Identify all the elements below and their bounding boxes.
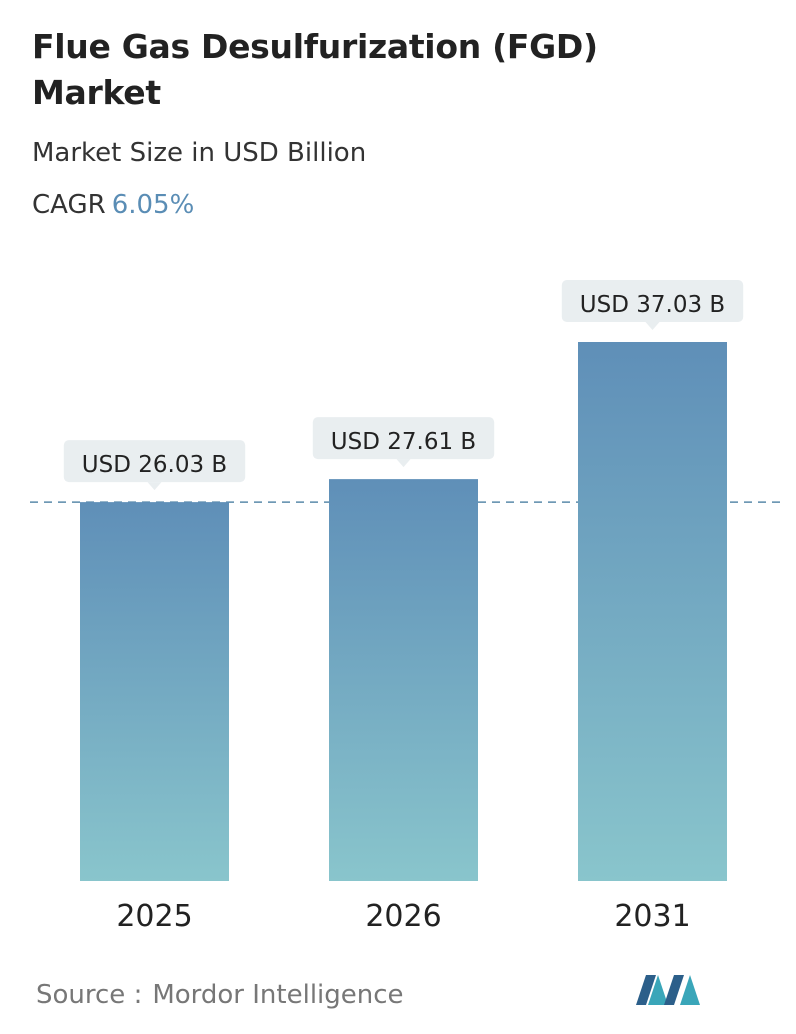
value-label-text: USD 27.61 B xyxy=(331,429,476,455)
value-label: USD 37.03 B xyxy=(561,280,744,330)
source-name: Mordor Intelligence xyxy=(152,980,404,1010)
value-label-box xyxy=(63,440,246,483)
value-label: USD 27.61 B xyxy=(312,417,495,468)
value-label-text: USD 26.03 B xyxy=(82,452,227,478)
value-label-box xyxy=(312,417,495,460)
bar xyxy=(80,502,229,881)
chart-subtitle: Market Size in USD Billion xyxy=(32,138,367,168)
x-tick-label: 2026 xyxy=(365,899,441,934)
value-label-pointer xyxy=(147,482,162,491)
cagr-label: CAGR xyxy=(32,190,106,220)
x-tick-label: 2025 xyxy=(116,899,192,934)
x-tick-label: 2031 xyxy=(614,899,690,934)
chart-title: Flue Gas Desulfurization (FGD) Market xyxy=(32,27,598,112)
value-label-box xyxy=(561,280,744,322)
cagr: CAGR 6.05% xyxy=(32,190,194,220)
value-label-text: USD 37.03 B xyxy=(580,292,725,318)
value-label-pointer xyxy=(645,322,660,330)
logo xyxy=(636,975,700,1005)
bar xyxy=(329,479,478,881)
value-label-pointer xyxy=(396,459,411,468)
source: Source : Mordor Intelligence xyxy=(36,980,404,1010)
cagr-value: 6.05% xyxy=(111,190,195,220)
value-label: USD 26.03 B xyxy=(63,440,246,491)
source-label: Source : xyxy=(36,980,143,1010)
bar xyxy=(578,342,727,881)
